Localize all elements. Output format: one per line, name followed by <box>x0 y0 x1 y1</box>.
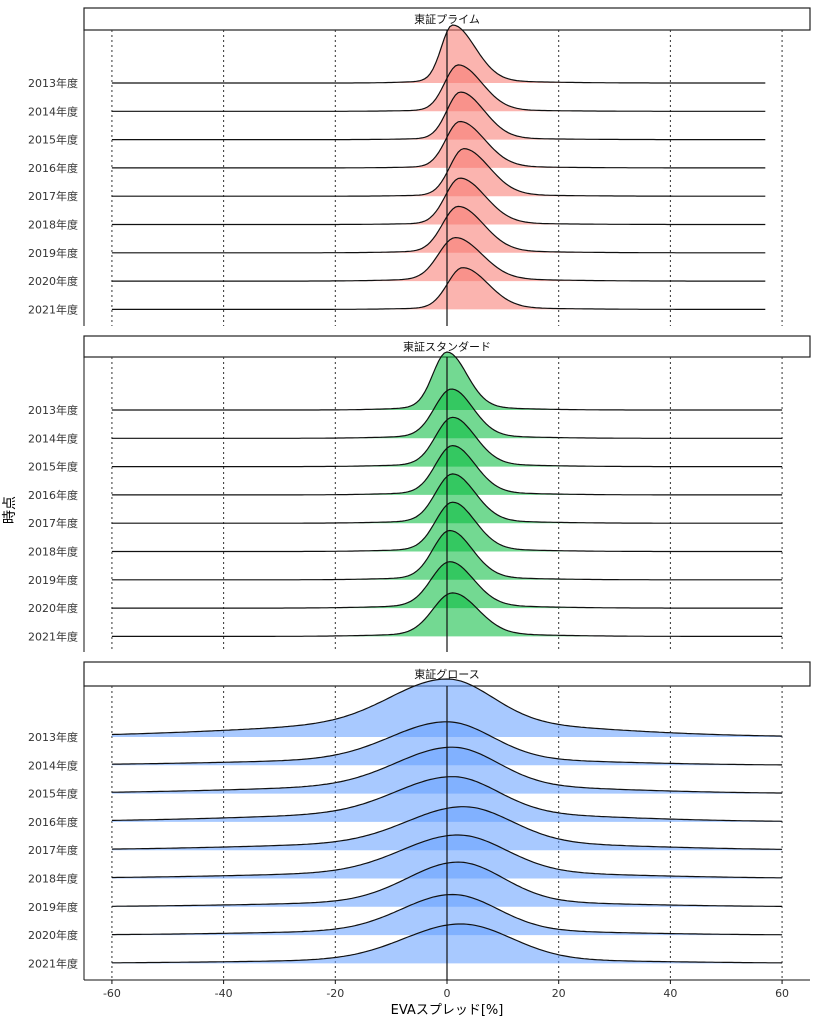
panel-1: 東証プライム 2013年度 2014年度 2015年度 2016年度 2017年度 2018… <box>28 7 811 326</box>
y-tick-label: 2020年度 <box>28 928 78 942</box>
panel-title: 東証プライム <box>414 13 480 26</box>
y-tick-label: 2021年度 <box>28 302 78 316</box>
ridge-line <box>111 24 766 84</box>
panel-title: 東証スタンダード <box>403 340 491 354</box>
ridge-line <box>111 351 783 411</box>
ridge-line <box>111 236 766 282</box>
y-tick-label: 2014年度 <box>28 104 78 118</box>
x-tick-label: 20 <box>552 987 566 1000</box>
y-tick-label: 2015年度 <box>28 133 78 147</box>
ridge-fill <box>111 237 766 282</box>
y-tick-label: 2020年度 <box>28 274 78 288</box>
y-tick-label: 2014年度 <box>28 431 78 445</box>
y-axis-label: 時点 <box>2 496 18 524</box>
ridge-fill <box>111 178 766 225</box>
panel-3: 東証グロース 2013年度 2014年度 2015年度 2016年度 2017年度 2018… <box>28 661 811 980</box>
y-tick-label: 2017年度 <box>28 516 78 530</box>
y-tick-label: 2016年度 <box>28 815 78 829</box>
y-tick-label: 2013年度 <box>28 403 78 417</box>
y-tick-label: 2019年度 <box>28 573 78 587</box>
y-tick-label: 2018年度 <box>28 872 78 886</box>
ridge-line <box>111 177 766 226</box>
ridge-fill <box>111 64 766 112</box>
panel-title: 東証グロース <box>414 667 479 681</box>
y-tick-label: 2020年度 <box>28 601 78 615</box>
y-tick-label: 2013年度 <box>28 730 78 744</box>
y-tick-label: 2016年度 <box>28 161 78 175</box>
y-tick-label: 2021年度 <box>28 629 78 643</box>
x-tick-label: -20 <box>326 987 344 1000</box>
y-tick-label: 2019年度 <box>28 900 78 914</box>
y-tick-label: 2017年度 <box>28 189 78 203</box>
x-tick-label: 40 <box>663 987 677 1000</box>
x-axis-label: EVAスプレッド[%] <box>391 1003 504 1018</box>
ridge-line <box>111 91 766 141</box>
x-tick-label: 60 <box>775 987 789 1000</box>
x-tick-label: 0 <box>444 987 451 1000</box>
y-tick-label: 2015年度 <box>28 787 78 801</box>
y-tick-label: 2017年度 <box>28 843 78 857</box>
ridge-line <box>111 147 766 197</box>
ridge-fill <box>111 267 766 310</box>
x-tick-label: -60 <box>103 987 121 1000</box>
ridge-line <box>111 64 766 112</box>
y-tick-label: 2014年度 <box>28 758 78 772</box>
ridge-fill <box>111 25 766 83</box>
ridge-fill <box>111 206 766 253</box>
y-tick-label: 2013年度 <box>28 76 78 90</box>
y-tick-label: 2021年度 <box>28 956 78 970</box>
ridge-line <box>111 678 783 737</box>
panel-2: 東証スタンダード 2013年度 2014年度 2015年度 2016年度 2017年度 20… <box>28 335 811 652</box>
ridge-line <box>111 205 766 254</box>
y-tick-label: 2015年度 <box>28 460 78 474</box>
y-tick-label: 2018年度 <box>28 545 78 559</box>
ridge-line <box>111 120 766 169</box>
ridge-fill <box>111 92 766 140</box>
ridge-line <box>111 267 766 310</box>
y-tick-label: 2019年度 <box>28 246 78 260</box>
x-tick-label: -40 <box>215 987 233 1000</box>
ridge-fill <box>111 121 766 168</box>
y-tick-label: 2016年度 <box>28 488 78 502</box>
y-tick-label: 2018年度 <box>28 218 78 232</box>
